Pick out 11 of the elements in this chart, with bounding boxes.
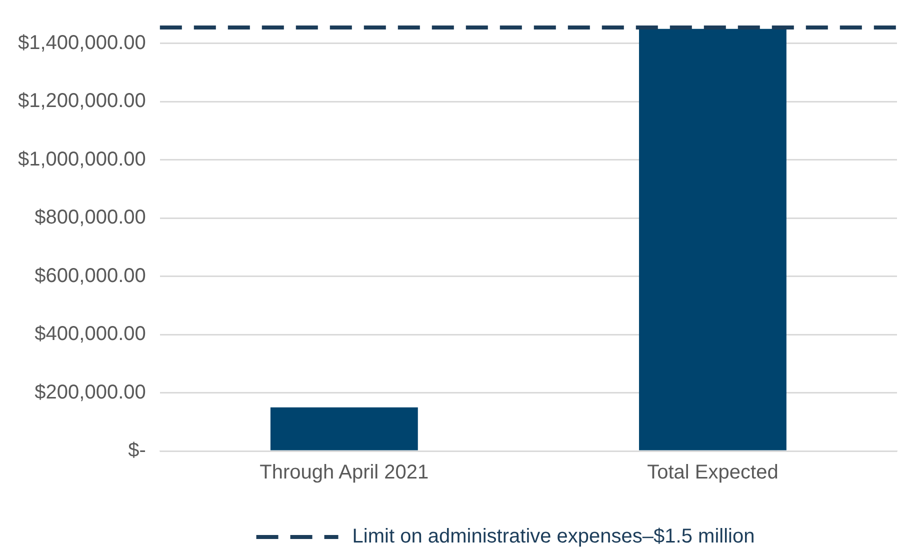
x-tick-label: Total Expected bbox=[647, 462, 778, 484]
y-tick-label: $600,000.00 bbox=[34, 264, 146, 287]
y-tick-label: $200,000.00 bbox=[34, 381, 146, 404]
y-tick-label: $800,000.00 bbox=[34, 206, 146, 229]
legend-label: Limit on administrative expenses–$1.5 million bbox=[352, 526, 755, 548]
y-tick-label: $1,200,000.00 bbox=[18, 90, 146, 112]
y-tick-label: $- bbox=[128, 440, 146, 462]
x-tick-label: Through April 2021 bbox=[260, 462, 429, 484]
y-tick-label: $1,000,000.00 bbox=[18, 148, 146, 170]
y-tick-label: $400,000.00 bbox=[34, 323, 146, 346]
y-tick-label: $1,400,000.00 bbox=[18, 32, 146, 54]
